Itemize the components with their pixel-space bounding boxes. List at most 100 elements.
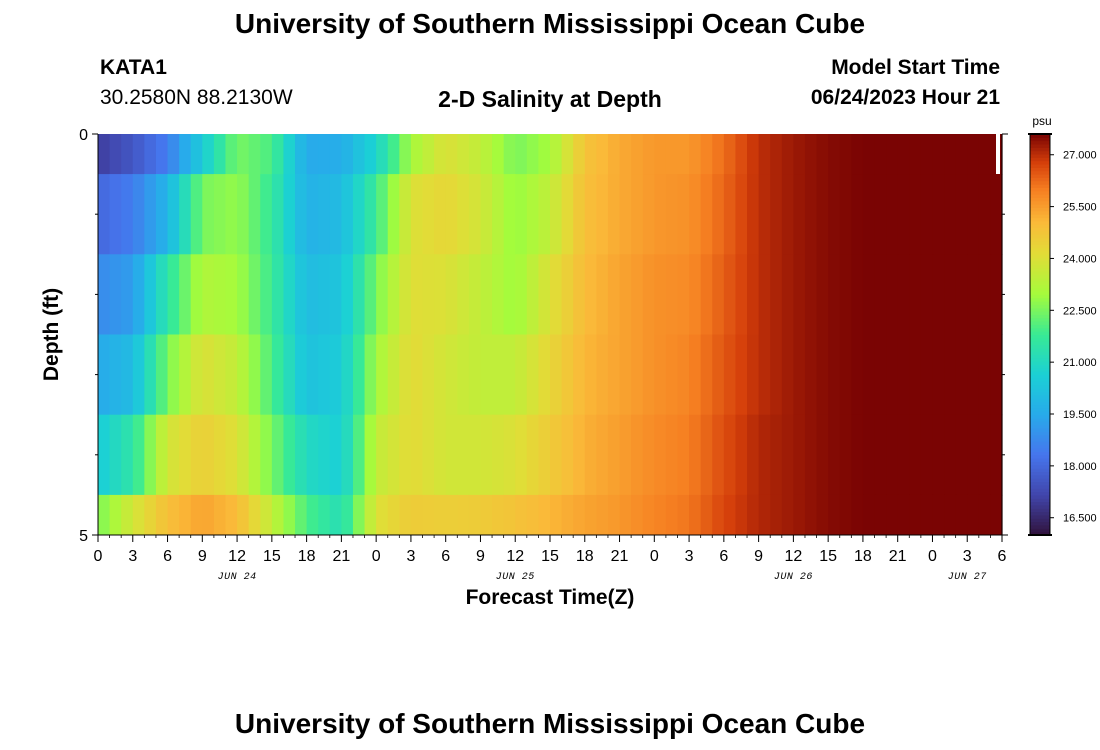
colorbar-segment [1030,190,1050,195]
heatmap-cell [167,174,180,255]
heatmap-cell [781,254,794,335]
heatmap-cell [109,334,122,416]
colorbar-segment [1030,377,1050,382]
heatmap-cell [283,494,296,536]
heatmap-cell [167,134,180,175]
heatmap-cell [584,174,597,255]
heatmap-cell [225,334,238,416]
heatmap-cell [735,254,748,335]
heatmap-cell [607,134,621,175]
model-start-value: 06/24/2023 Hour 21 [810,86,1000,109]
heatmap-cell [295,254,308,335]
heatmap-cell [619,174,632,255]
colorbar-segment [1030,331,1050,335]
heatmap-cell [306,334,319,416]
heatmap-cell [260,414,273,496]
heatmap-cell [376,134,389,175]
colorbar-segment [1030,317,1050,322]
colorbar-segment [1030,448,1050,452]
x-date-label: JUN 24 [218,572,257,583]
heatmap-cell [770,254,783,335]
heatmap-cell [492,254,505,335]
heatmap-cell [735,494,748,536]
colorbar-segment [1030,521,1050,526]
colorbar-segment [1030,391,1050,396]
colorbar-segment [1030,321,1050,325]
colorbar-tick-label: 16.500 [1063,513,1097,525]
heatmap-cell [515,174,528,255]
heatmap-cell [422,174,435,255]
heatmap-cell [318,174,331,255]
heatmap-cell [944,174,957,255]
heatmap-cell [399,494,412,536]
heatmap-cell [828,254,841,335]
heatmap-cell [804,414,818,496]
x-tick-label: 21 [611,548,629,565]
heatmap-cell [410,174,424,255]
heatmap-cell [260,254,273,335]
heatmap-cell [237,334,250,416]
heatmap-cell [202,254,215,335]
heatmap-cell [399,254,412,335]
colorbar-segment [1030,374,1050,379]
heatmap-cell [978,414,992,496]
heatmap-cell [457,174,470,255]
heatmap-cell [434,334,447,416]
heatmap-cell [503,414,516,496]
heatmap-cell [944,134,957,175]
heatmap-cell [804,174,818,255]
heatmap-cell [144,134,157,175]
colorbar-segment [1030,394,1050,399]
heatmap-cell [387,334,400,416]
colorbar-segment [1030,254,1050,259]
heatmap-cell [967,254,980,335]
heatmap-cell [862,414,876,496]
heatmap-cell [642,254,655,335]
heatmap-cell [318,494,331,536]
heatmap-cell [329,494,342,536]
heatmap-cell [677,414,690,496]
heatmap-cell [700,334,713,416]
colorbar-segment [1030,531,1050,536]
heatmap-cell [781,334,794,416]
x-axis-title: Forecast Time(Z) [466,586,635,609]
heatmap-cell [422,254,435,335]
x-tick-label: 9 [198,548,207,565]
heatmap-cell [978,254,992,335]
heatmap-cell [410,254,424,335]
heatmap-cell [225,174,238,255]
colorbar-segment [1030,250,1050,255]
colorbar-segment [1030,498,1050,503]
heatmap-cell [364,174,377,255]
x-tick-label: 0 [650,548,659,565]
colorbar-segment [1030,207,1050,212]
heatmap-cell [758,494,771,536]
heatmap-cell [596,334,609,416]
x-tick-label: 0 [928,548,937,565]
heatmap-cell [422,334,435,416]
heatmap-cell [631,134,644,175]
heatmap-cell [98,174,111,255]
station-coordinates: 30.2580N 88.2130W [100,86,293,109]
colorbar-segment [1030,481,1050,486]
heatmap-cell [665,494,679,536]
heatmap-cell [874,494,887,536]
colorbar-segment [1030,170,1050,175]
heatmap-cell [584,134,597,175]
heatmap-cell [445,134,458,175]
x-tick-label: 12 [784,548,802,565]
heatmap-cell [770,174,783,255]
heatmap-cell [538,174,551,255]
heatmap-cell [816,334,829,416]
heatmap-cell [665,414,679,496]
heatmap-cell [770,414,783,496]
colorbar-segment [1030,224,1050,229]
colorbar-segment [1030,260,1050,265]
heatmap-cell [121,254,134,335]
heatmap-cell [654,414,667,496]
heatmap-cell [480,254,493,335]
heatmap-cell [202,134,215,175]
heatmap-cell [399,174,412,255]
heatmap-cell [155,134,169,175]
heatmap-cell [677,494,690,536]
